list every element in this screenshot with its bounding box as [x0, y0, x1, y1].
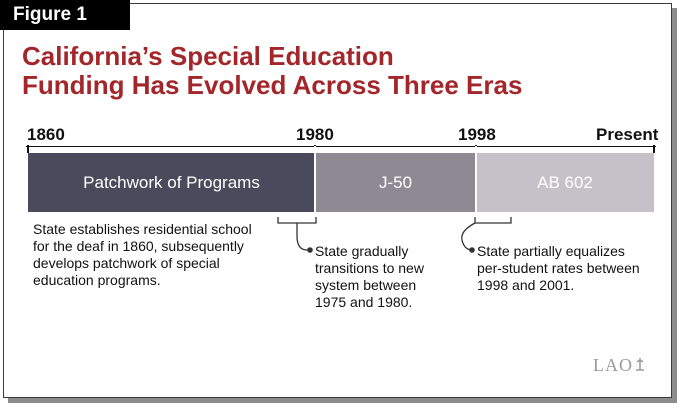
- note-transition-1998: State partially equalizes per-student ra…: [477, 243, 640, 294]
- note-line: 1975 and 1980.: [315, 294, 413, 310]
- note-line: State establishes residential school: [33, 221, 252, 237]
- note-line: State partially equalizes: [477, 243, 625, 259]
- tick-present: [653, 145, 655, 153]
- note-transition-1980: State gradually transitions to new syste…: [315, 243, 424, 311]
- era-j-50: J-50: [315, 153, 476, 212]
- connector-1980: [296, 223, 310, 251]
- tick-1860: [27, 145, 29, 153]
- lao-logo-text: LAO: [593, 355, 633, 375]
- lao-logo: LAO: [593, 355, 646, 376]
- era-divider-1998: [475, 146, 477, 212]
- era-divider-1980: [314, 146, 316, 212]
- figure-label: Figure 1: [0, 0, 130, 30]
- connector-dot-1998: [469, 247, 475, 253]
- year-present: Present: [596, 125, 659, 144]
- note-line: 1998 and 2001.: [477, 277, 575, 293]
- era-label-j-50: J-50: [378, 172, 413, 192]
- timeline-axis: [26, 146, 656, 147]
- era-label-patchwork: Patchwork of Programs: [83, 172, 260, 192]
- connector-dot-1980: [307, 247, 313, 253]
- note-line: develops patchwork of special: [33, 255, 220, 271]
- lao-logo-mark-icon: [636, 358, 644, 371]
- note-era-1: State establishes residential school for…: [33, 221, 252, 289]
- era-label-ab-602: AB 602: [537, 172, 593, 192]
- era-patchwork-of-programs: Patchwork of Programs: [28, 153, 315, 212]
- note-line: system between: [315, 277, 417, 293]
- title-line-2: Funding Has Evolved Across Three Eras: [22, 70, 523, 100]
- note-line: per-student rates between: [477, 260, 640, 276]
- year-1980: 1980: [296, 125, 334, 144]
- bracket-1998-2001: [474, 217, 512, 224]
- note-line: for the deaf in 1860, subsequently: [33, 238, 244, 254]
- connector-1998: [461, 222, 476, 251]
- figure-title: California’s Special Education Funding H…: [22, 42, 642, 100]
- year-1998: 1998: [458, 125, 496, 144]
- bracket-1975-1980: [277, 217, 317, 224]
- note-line: transitions to new: [315, 260, 424, 276]
- title-line-1: California’s Special Education: [22, 41, 394, 71]
- year-1860: 1860: [27, 125, 65, 144]
- era-ab-602: AB 602: [476, 153, 654, 212]
- note-line: education programs.: [33, 272, 161, 288]
- note-line: State gradually: [315, 243, 409, 259]
